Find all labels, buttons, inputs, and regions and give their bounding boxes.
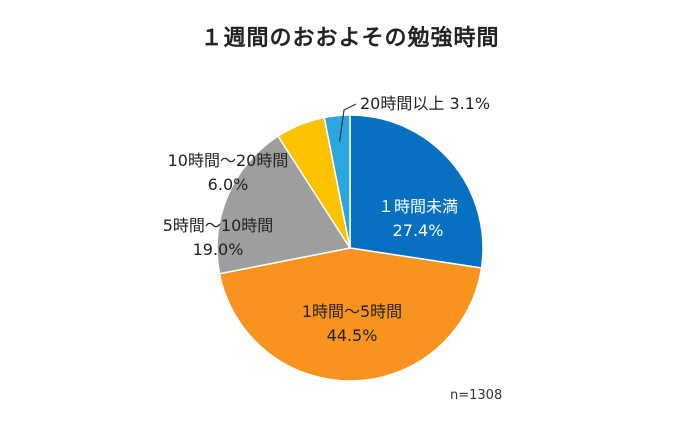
slice-value-2: 44.5%: [327, 326, 378, 345]
chart-title: １週間のおおよその勉強時間: [200, 26, 500, 51]
pie-slice-2: [218, 247, 483, 382]
sample-size-note: n=1308: [450, 388, 503, 403]
slice-label-3: 5時間〜10時間: [163, 216, 274, 235]
slice-value-1: 27.4%: [393, 221, 444, 240]
slice-label-5: 20時間以上 3.1%: [360, 94, 490, 113]
slice-value-3: 19.0%: [193, 240, 244, 259]
leader-line-slice-5: [339, 103, 357, 142]
slice-label-4: 10時間〜20時間: [168, 151, 289, 170]
pie-slice-5: [323, 114, 351, 249]
pie-slice-3: [216, 135, 352, 275]
slice-value-4: 6.0%: [208, 175, 249, 194]
slice-label-1: １時間未満: [378, 197, 458, 216]
slice-label-2: 1時間〜5時間: [302, 302, 402, 321]
pie-slice-1: [349, 114, 484, 269]
